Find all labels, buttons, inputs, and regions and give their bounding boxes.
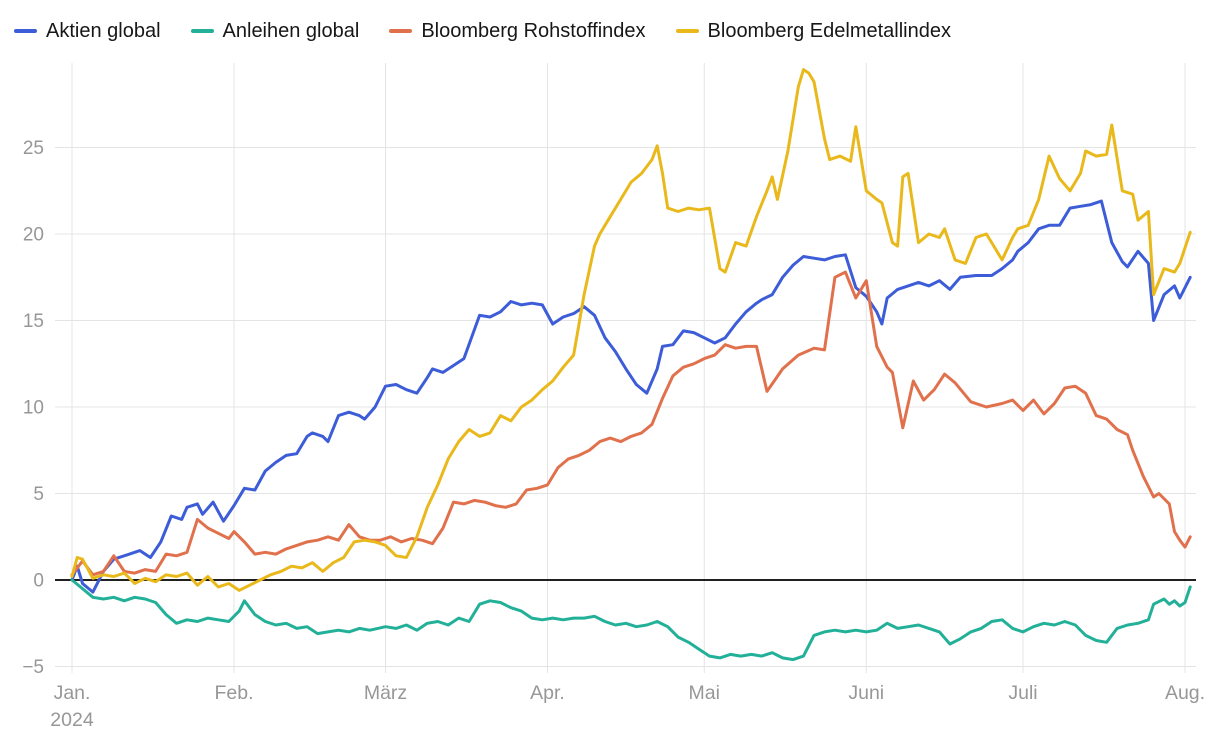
legend-swatch-icon	[190, 29, 214, 33]
legend-item-edelmetallindex[interactable]: Bloomberg Edelmetallindex	[675, 19, 951, 43]
legend-swatch-icon	[675, 29, 699, 33]
x-axis-tick-label: März	[364, 682, 407, 704]
x-axis-tick-label: Juli	[1008, 682, 1037, 704]
series-line-aktien-global	[70, 199, 1192, 594]
legend-item-aktien-global[interactable]: Aktien global	[14, 20, 161, 43]
performance-line-chart: −5 0 5 10 15 20 25 Jan. 2024 Feb. März Apr. Mai Juni J…	[22, 63, 1205, 731]
x-axis-tick-label: Jan.	[54, 682, 91, 704]
legend-label: Aktien global	[46, 19, 161, 42]
legend-swatch-icon	[14, 29, 37, 33]
y-axis-tick-label: 10	[23, 398, 44, 419]
legend-item-rohstoffindex[interactable]: Bloomberg Rohstoffindex	[389, 19, 646, 43]
series-line-edelmetallindex	[70, 68, 1192, 592]
legend-label: Bloomberg Rohstoffindex	[421, 19, 646, 42]
x-axis-tick-label: Mai	[689, 682, 720, 704]
x-axis-tick-label: Aug.	[1165, 682, 1205, 704]
y-axis-tick-label: 5	[33, 484, 44, 505]
x-axis-tick-label: Apr.	[530, 682, 565, 704]
chart-area: −5 0 5 10 15 20 25 Jan. 2024 Feb. März Apr. Mai Juni J…	[0, 48, 1220, 746]
x-axis-tick-sublabel: 2024	[50, 709, 94, 731]
y-axis-tick-label: −5	[22, 657, 44, 678]
legend-item-anleihen-global[interactable]: Anleihen global	[190, 19, 360, 43]
y-axis-tick-label: 15	[23, 311, 44, 332]
legend-label: Bloomberg Edelmetallindex	[707, 19, 951, 42]
series-line-anleihen-global	[70, 578, 1192, 662]
legend-label: Anleihen global	[222, 19, 360, 42]
x-axis-tick-label: Feb.	[214, 682, 253, 704]
chart-legend: Aktien global Anleihen global Bloomberg Ro…	[0, 0, 1220, 48]
x-axis-tick-label: Juni	[848, 682, 884, 704]
series-line-rohstoffindex	[70, 270, 1192, 577]
y-axis-tick-label: 20	[23, 225, 44, 246]
y-axis-tick-label: 0	[33, 571, 44, 592]
y-axis-tick-label: 25	[23, 138, 44, 159]
legend-swatch-icon	[389, 29, 413, 33]
